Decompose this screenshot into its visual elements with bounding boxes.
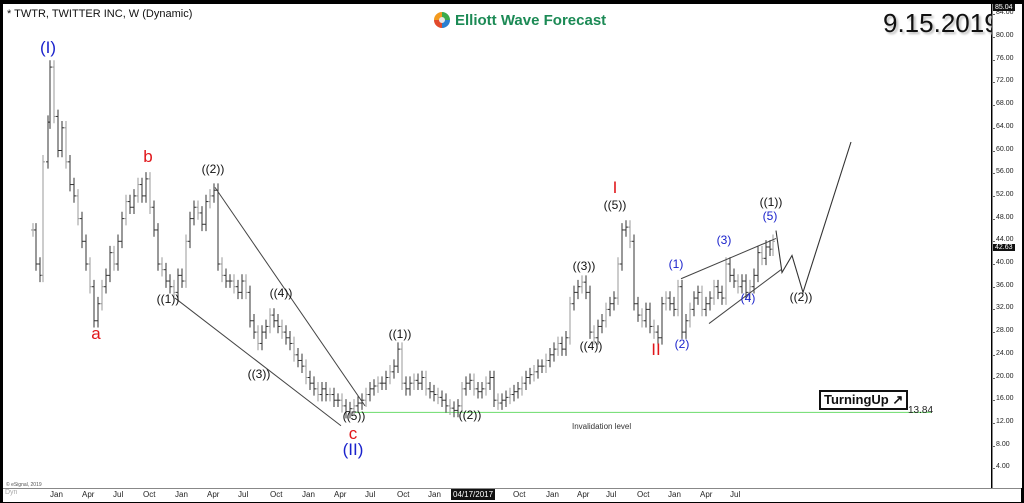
time-tick: Oct — [637, 490, 650, 499]
wave-label: ((2)) — [201, 162, 225, 176]
time-tick: Oct — [397, 490, 410, 499]
time-tick: Oct — [513, 490, 526, 499]
time-tick: Jan — [668, 490, 681, 499]
time-tick: Apr — [82, 490, 95, 499]
time-tick: Jul — [238, 490, 249, 499]
time-tick: Jul — [606, 490, 617, 499]
wave-label: (I) — [39, 38, 57, 57]
logo-swirl-icon — [434, 12, 450, 28]
dyn-label[interactable]: Dyn — [5, 489, 18, 496]
price-tick: 80.00 — [993, 32, 1014, 39]
wave-label: ((5)) — [342, 409, 366, 423]
wave-label: ((5)) — [603, 198, 627, 212]
time-tick: Oct — [270, 490, 283, 499]
time-tick: Jan — [428, 490, 441, 499]
wave-label: ((4)) — [269, 286, 293, 300]
price-tick: 44.00 — [993, 236, 1014, 244]
wave-label: a — [91, 324, 101, 343]
price-tick: 72.00 — [993, 77, 1014, 85]
wave-label: ((3)) — [247, 367, 271, 381]
price-tick: 20.00 — [993, 372, 1014, 380]
time-tick: Jan — [302, 490, 315, 499]
wave-label: (4) — [740, 291, 756, 305]
price-tick: 32.00 — [993, 304, 1014, 312]
plot-area[interactable]: * TWTR, TWITTER INC, W (Dynamic) Elliott… — [3, 4, 999, 488]
wave-label: II — [651, 340, 661, 359]
price-chart — [31, 60, 931, 427]
price-tick: 4.00 — [993, 463, 1010, 471]
price-axis[interactable]: 84.00 80.00 76.00 72.00 68.00 64.00 60.00 56.00… — [992, 4, 1022, 488]
price-tick: 52.00 — [993, 190, 1014, 198]
brand-logo: Elliott Wave Forecast — [433, 11, 606, 29]
price-tick: 64.00 — [993, 122, 1014, 130]
time-tick: Jan — [50, 490, 63, 499]
time-tick: Jul — [365, 490, 376, 499]
price-tick: 48.00 — [993, 213, 1014, 221]
time-axis[interactable]: Dyn Jan Apr Jul Oct Jan Apr Jul Oct Jan Apr Jul Oct… — [3, 488, 1021, 502]
price-tick: 28.00 — [993, 327, 1014, 335]
price-tick: 56.00 — [993, 168, 1014, 176]
symbol-title: * TWTR, TWITTER INC, W (Dynamic) — [7, 8, 193, 20]
time-tick: Apr — [207, 490, 220, 499]
current-price-badge: 42.63 — [993, 244, 1015, 251]
wave-label: (II) — [342, 440, 364, 459]
time-tick: Jan — [175, 490, 188, 499]
wave-label: (5) — [762, 209, 778, 223]
time-tick: Apr — [577, 490, 590, 499]
time-tick: Oct — [143, 490, 156, 499]
price-tick: 40.00 — [993, 259, 1014, 266]
time-tick: Apr — [700, 490, 713, 499]
price-tick: 12.00 — [993, 417, 1014, 425]
wave-label: ((1)) — [388, 327, 412, 341]
invalidation-value: 13.84 — [908, 405, 934, 416]
wave-label: (1) — [668, 257, 684, 271]
copyright: © eSignal, 2019 — [6, 482, 42, 488]
chart-date: 9.15.2019 — [883, 8, 999, 38]
price-tick: 36.00 — [993, 281, 1014, 289]
time-tick: Apr — [334, 490, 347, 499]
time-tick: Jan — [546, 490, 559, 499]
wave-label: ((2)) — [458, 408, 482, 422]
price-tick: 8.00 — [993, 440, 1010, 448]
price-tick: 68.00 — [993, 100, 1014, 108]
price-tick: 24.00 — [993, 349, 1014, 357]
wave-label: b — [143, 147, 153, 166]
price-tick: 84.00 — [993, 9, 1014, 17]
wave-label: ((3)) — [572, 259, 596, 273]
cursor-date-badge: 04/17/2017 — [451, 489, 496, 500]
top-price-badge: 85.04 — [993, 4, 1015, 11]
wave-label: (3) — [716, 233, 732, 247]
wave-label: ((2)) — [789, 290, 813, 304]
turning-up-badge: TurningUp ↗ — [819, 390, 909, 410]
price-tick: 16.00 — [993, 395, 1014, 403]
time-tick: Jul — [730, 490, 741, 499]
time-tick: Jul — [113, 490, 124, 499]
price-tick: 76.00 — [993, 54, 1014, 62]
wave-label: (2) — [674, 337, 690, 351]
brand-name: Elliott Wave Forecast — [455, 11, 607, 29]
invalidation-label: Invalidation level — [572, 422, 632, 431]
wave-label: I — [612, 178, 618, 197]
wave-label: ((1)) — [759, 195, 783, 209]
wave-label: c — [348, 424, 358, 443]
wave-label: ((4)) — [579, 339, 603, 353]
wave-label: ((1)) — [156, 292, 180, 306]
price-tick: 60.00 — [993, 145, 1014, 153]
